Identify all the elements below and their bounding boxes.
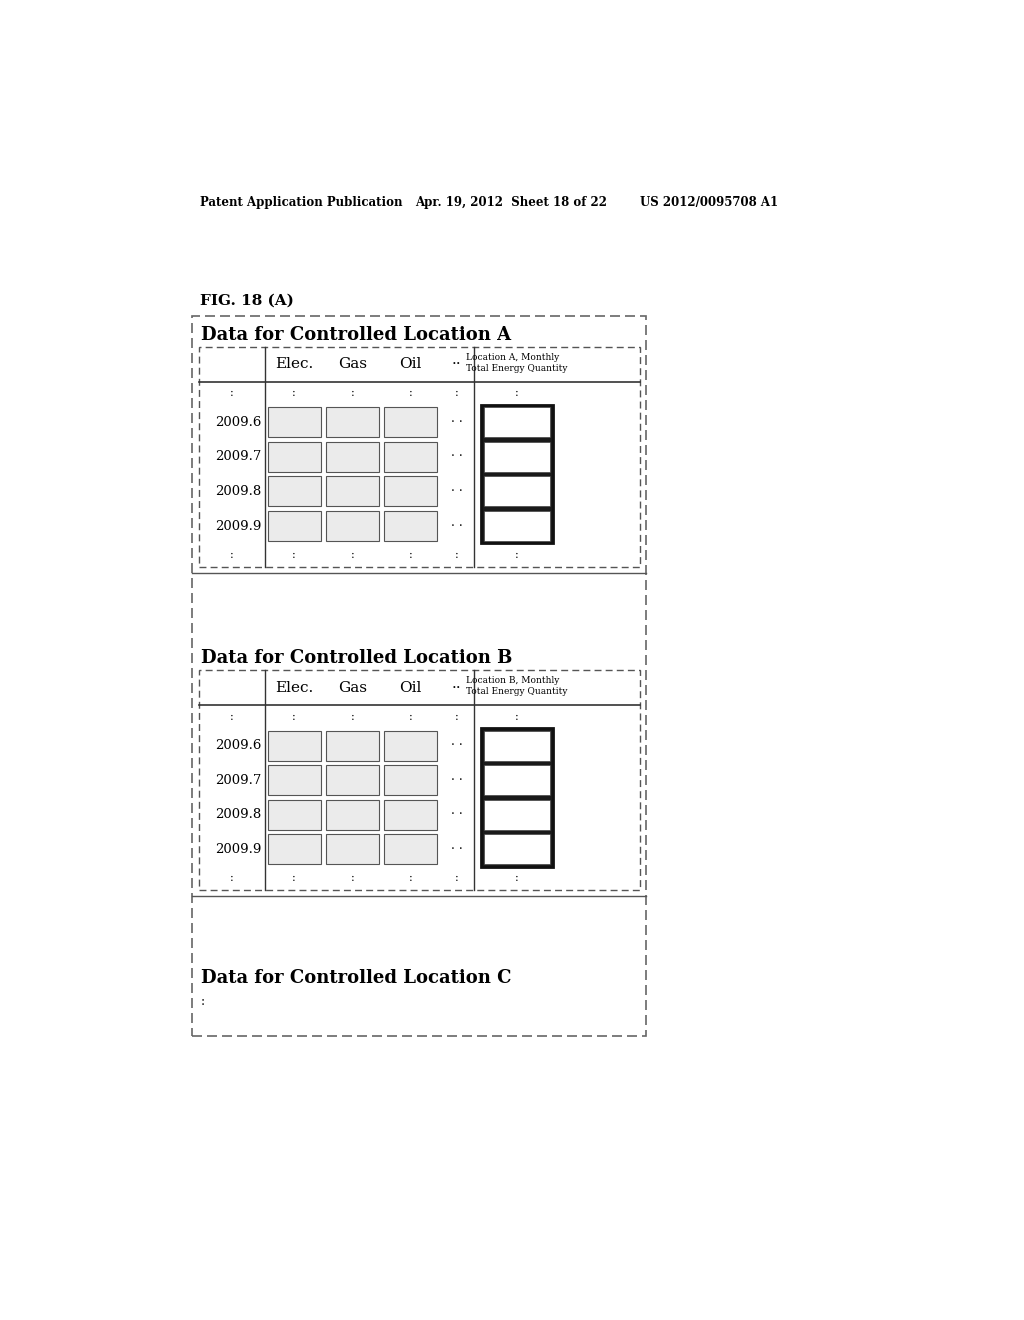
Text: 2009.7: 2009.7 (215, 774, 261, 787)
Bar (191, 317, 646, 1036)
Text: ··: ·· (453, 358, 462, 371)
Text: · ·: · · (452, 484, 463, 498)
Text: :: : (350, 388, 354, 399)
Text: 2009.8: 2009.8 (215, 808, 261, 821)
Bar (483, 800, 550, 830)
Text: :: : (515, 874, 519, 883)
Bar (384, 477, 437, 507)
Text: :: : (293, 550, 296, 560)
Bar (384, 730, 437, 760)
Text: · ·: · · (452, 520, 463, 532)
Text: :: : (515, 388, 519, 399)
Text: :: : (201, 995, 205, 1008)
Bar (384, 800, 437, 830)
Bar (326, 800, 379, 830)
Text: · ·: · · (452, 843, 463, 855)
Text: 2009.6: 2009.6 (215, 416, 261, 429)
Bar (483, 766, 550, 795)
Bar (326, 766, 379, 795)
Text: Data for Controlled Location A: Data for Controlled Location A (201, 326, 511, 343)
Bar (267, 834, 321, 865)
Text: :: : (515, 711, 519, 722)
Bar (267, 766, 321, 795)
Text: :: : (230, 388, 234, 399)
Bar (480, 729, 554, 867)
Text: 2009.8: 2009.8 (215, 484, 261, 498)
Text: :: : (350, 874, 354, 883)
Text: :: : (293, 874, 296, 883)
Bar (483, 477, 550, 507)
Text: · ·: · · (452, 450, 463, 463)
Text: Patent Application Publication: Patent Application Publication (200, 195, 402, 209)
Text: :: : (230, 874, 234, 883)
Text: Apr. 19, 2012  Sheet 18 of 22: Apr. 19, 2012 Sheet 18 of 22 (415, 195, 607, 209)
Bar (384, 511, 437, 541)
Text: :: : (455, 874, 459, 883)
Text: Data for Controlled Location C: Data for Controlled Location C (201, 969, 511, 986)
Text: :: : (455, 550, 459, 560)
Bar (384, 407, 437, 437)
Bar (483, 407, 550, 437)
Text: :: : (455, 711, 459, 722)
Text: :: : (409, 388, 413, 399)
Text: :: : (515, 550, 519, 560)
Bar (326, 407, 379, 437)
Text: US 2012/0095708 A1: US 2012/0095708 A1 (640, 195, 777, 209)
Text: 2009.9: 2009.9 (215, 843, 261, 855)
Text: · ·: · · (452, 416, 463, 429)
Bar (267, 407, 321, 437)
Bar (267, 730, 321, 760)
Bar (480, 405, 554, 544)
Text: :: : (293, 388, 296, 399)
Bar (384, 834, 437, 865)
Text: 2009.7: 2009.7 (215, 450, 261, 463)
Text: FIG. 18 (A): FIG. 18 (A) (200, 294, 294, 308)
Text: Location A, Monthly
Total Energy Quantity: Location A, Monthly Total Energy Quantit… (466, 352, 567, 372)
Text: :: : (230, 711, 234, 722)
Bar (326, 834, 379, 865)
Text: Gas: Gas (338, 358, 367, 371)
Bar (483, 730, 550, 760)
Text: :: : (293, 711, 296, 722)
Bar (326, 477, 379, 507)
Bar (267, 442, 321, 471)
Bar (483, 442, 550, 471)
Text: :: : (230, 550, 234, 560)
Bar (267, 511, 321, 541)
Bar (267, 477, 321, 507)
Text: :: : (350, 711, 354, 722)
Bar (384, 766, 437, 795)
Bar (200, 347, 640, 566)
Bar (483, 511, 550, 541)
Text: :: : (409, 711, 413, 722)
Bar (326, 442, 379, 471)
Bar (326, 730, 379, 760)
Text: 2009.6: 2009.6 (215, 739, 261, 752)
Text: Elec.: Elec. (275, 681, 313, 694)
Text: Gas: Gas (338, 681, 367, 694)
Text: Elec.: Elec. (275, 358, 313, 371)
Text: ··: ·· (453, 681, 462, 694)
Text: 2009.9: 2009.9 (215, 520, 261, 532)
Text: :: : (350, 550, 354, 560)
Text: · ·: · · (452, 774, 463, 787)
Text: Oil: Oil (399, 358, 422, 371)
Text: Oil: Oil (399, 681, 422, 694)
Bar (200, 671, 640, 890)
Text: :: : (455, 388, 459, 399)
Bar (483, 834, 550, 865)
Bar (384, 442, 437, 471)
Text: · ·: · · (452, 808, 463, 821)
Text: :: : (409, 550, 413, 560)
Text: · ·: · · (452, 739, 463, 752)
Bar (326, 511, 379, 541)
Bar (267, 800, 321, 830)
Text: :: : (409, 874, 413, 883)
Text: Location B, Monthly
Total Energy Quantity: Location B, Monthly Total Energy Quantit… (466, 676, 567, 696)
Text: Data for Controlled Location B: Data for Controlled Location B (201, 649, 512, 667)
